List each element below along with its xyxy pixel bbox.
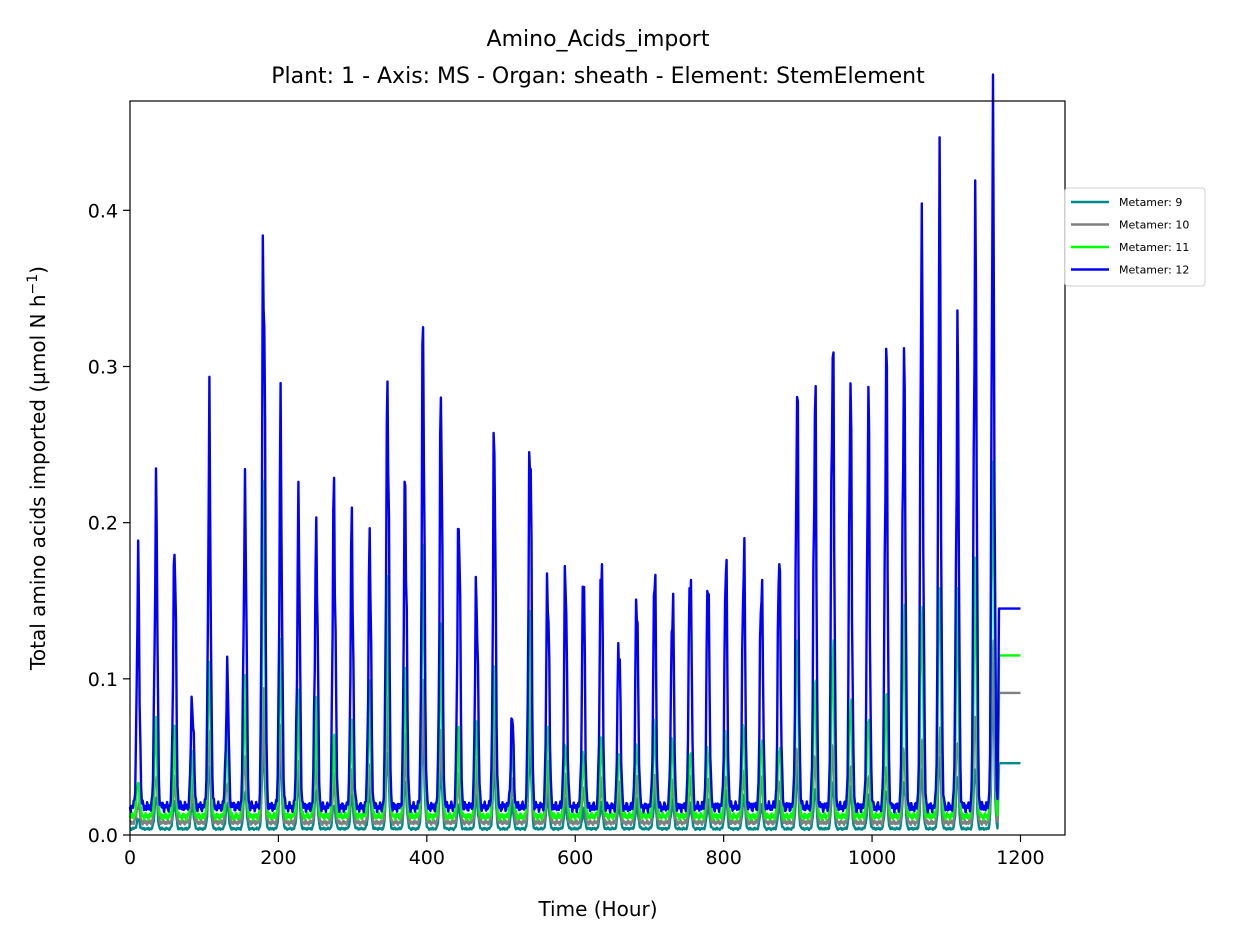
y-tick-label: 0.4 (88, 200, 118, 222)
x-tick-label: 800 (706, 847, 742, 869)
chart-title: Amino_Acids_import (487, 27, 710, 52)
x-axis-ticks: 0 200 400 600 800 1000 1200 (124, 835, 1045, 869)
y-axis-label-main: Total amino acids imported (µmol N h (26, 294, 50, 670)
y-tick-label: 0.0 (88, 825, 118, 847)
y-axis-label: Total amino acids imported (µmol N h−1) (25, 266, 50, 671)
y-tick-label: 0.1 (88, 669, 118, 691)
series-layer (128, 73, 1021, 832)
x-tick-label: 1000 (848, 847, 896, 869)
legend-label: Metamer: 11 (1119, 241, 1189, 254)
legend-label: Metamer: 9 (1119, 196, 1182, 209)
series-line (129, 688, 1021, 832)
legend-label: Metamer: 12 (1119, 264, 1189, 277)
series-line (128, 639, 1021, 827)
y-tick-label: 0.2 (88, 513, 118, 535)
x-tick-label: 600 (557, 847, 593, 869)
x-axis-label: Time (Hour) (537, 897, 657, 921)
legend-box (1064, 187, 1206, 287)
x-tick-label: 200 (260, 847, 296, 869)
y-axis-label-close: ) (26, 266, 50, 274)
legend-entries: Metamer: 9 Metamer: 10 Metamer: 11 Metamer:… (1071, 196, 1189, 277)
series-line (128, 460, 1021, 822)
x-tick-label: 0 (124, 847, 136, 869)
y-tick-label: 0.3 (88, 356, 118, 378)
y-axis-label-superscript: −1 (25, 274, 41, 295)
legend: Metamer: 9 Metamer: 10 Metamer: 11 Metamer:… (1064, 187, 1206, 287)
series-line (128, 73, 1021, 814)
x-tick-label: 1200 (996, 847, 1044, 869)
chart-subtitle: Plant: 1 - Axis: MS - Organ: sheath - El… (271, 64, 925, 89)
plot-frame (129, 100, 1066, 836)
legend-label: Metamer: 10 (1119, 219, 1189, 232)
x-tick-label: 400 (409, 847, 445, 869)
y-axis-ticks: 0.0 0.1 0.2 0.3 0.4 (88, 200, 130, 847)
